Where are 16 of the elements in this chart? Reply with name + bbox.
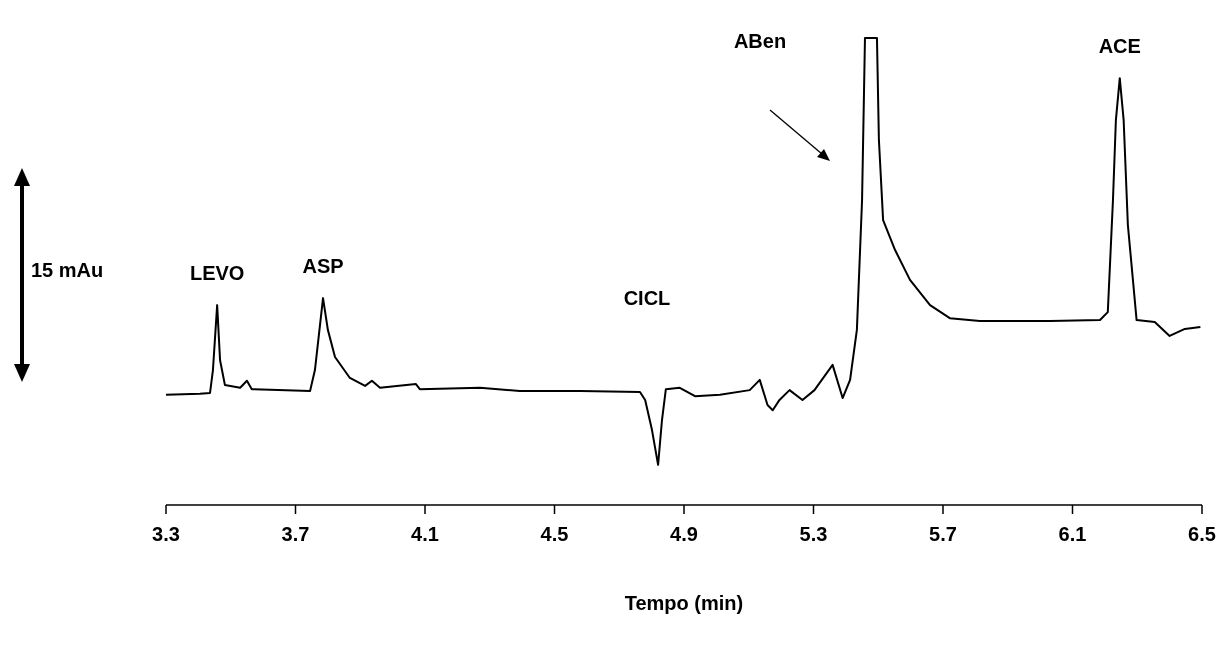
x-tick-label: 3.7 (281, 523, 310, 545)
annotation: ABen (733, 30, 787, 52)
x-tick-label: 4.5 (540, 523, 569, 545)
x-tick-label: 6.5 (1188, 523, 1216, 545)
x-tick-label: 5.3 (799, 523, 828, 545)
x-tick-label: 3.3 (152, 523, 180, 545)
text: 15 mAu (31, 259, 104, 281)
x-tick-label: 4.9 (670, 523, 698, 545)
x-tick-label: 4.1 (411, 523, 439, 545)
x-axis-title: Tempo (min) (624, 592, 744, 614)
annotation: LEVO (189, 262, 245, 285)
annotation: ASP (302, 255, 344, 278)
x-tick-label: 6.1 (1058, 523, 1087, 545)
x-tick-label: 5.7 (929, 523, 957, 545)
annotation: ACE (1098, 35, 1141, 58)
annotation: CICL (623, 287, 671, 309)
